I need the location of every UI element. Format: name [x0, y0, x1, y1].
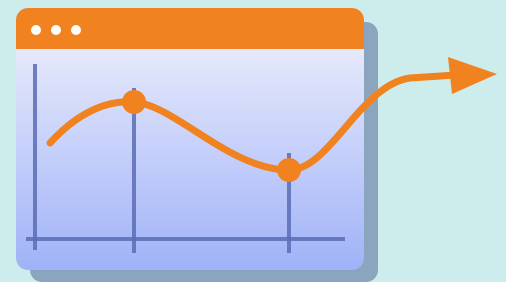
window	[16, 8, 364, 270]
point-marker	[122, 90, 146, 114]
window-dot	[51, 25, 61, 35]
window-header	[16, 8, 364, 49]
point-marker	[277, 158, 301, 182]
window-dot	[71, 25, 81, 35]
illustration	[0, 0, 506, 282]
window-dot	[31, 25, 41, 35]
page: (() => { const data = JSON.parse(documen…	[0, 0, 506, 282]
